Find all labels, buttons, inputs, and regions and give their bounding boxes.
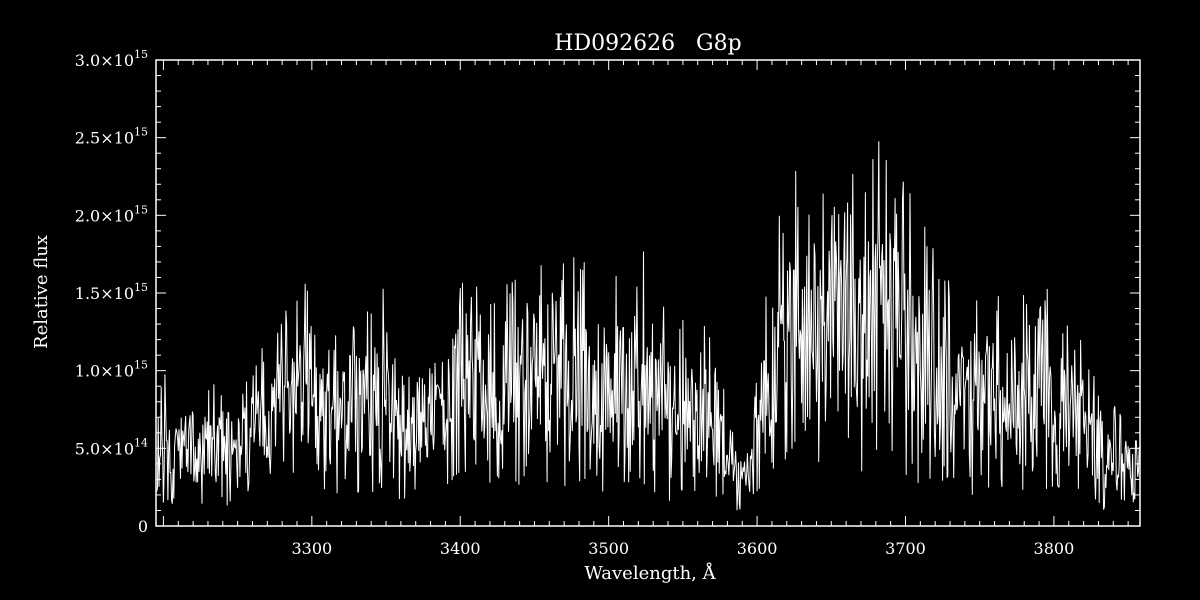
y-tick-label: 2.5×1015 (75, 126, 148, 148)
chart-title: HD092626 G8p (554, 31, 741, 56)
y-axis-label: Relative flux (31, 235, 52, 349)
x-tick-label: 3600 (737, 539, 778, 558)
y-tick-label: 1.5×1015 (75, 281, 148, 303)
x-tick-label: 3800 (1034, 539, 1075, 558)
x-tick-label: 3500 (588, 539, 629, 558)
x-tick-label: 3300 (291, 539, 332, 558)
x-tick-label: 3400 (440, 539, 481, 558)
plot-frame (155, 59, 1141, 527)
y-tick-label: 2.0×1015 (75, 203, 148, 225)
y-tick-label: 3.0×1015 (75, 48, 148, 70)
spectrum-line (156, 141, 1140, 511)
y-tick-label: 0 (138, 517, 148, 536)
y-tick-label: 1.0×1015 (75, 359, 148, 381)
x-axis-label: Wavelength, Å (584, 562, 716, 584)
y-tick-label: 5.0×1014 (75, 436, 148, 458)
x-tick-label: 3700 (885, 539, 926, 558)
